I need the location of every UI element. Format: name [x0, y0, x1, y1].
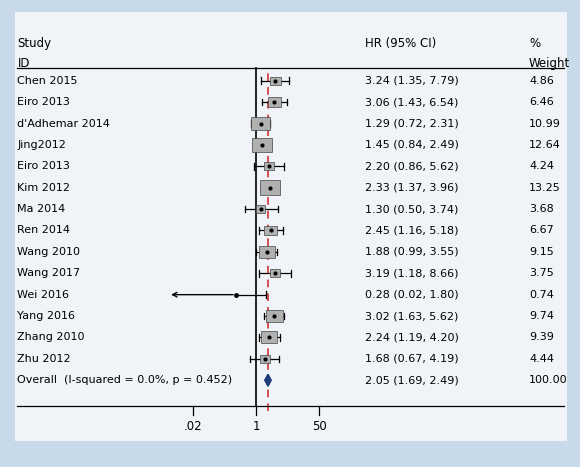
Bar [252, 117, 270, 130]
Text: 9.15: 9.15 [529, 247, 554, 257]
Bar [264, 226, 277, 235]
Bar [260, 180, 281, 195]
Text: 13.25: 13.25 [529, 183, 561, 193]
Bar [252, 138, 273, 152]
Text: Overall  (I-squared = 0.0%, p = 0.452): Overall (I-squared = 0.0%, p = 0.452) [17, 375, 233, 385]
Text: Weight: Weight [529, 57, 570, 70]
Text: 4.86: 4.86 [529, 76, 554, 86]
Text: 6.67: 6.67 [529, 226, 554, 235]
Bar [268, 97, 281, 107]
Bar [266, 310, 282, 322]
Text: 3.19 (1.18, 8.66): 3.19 (1.18, 8.66) [365, 268, 459, 278]
Text: Wei 2016: Wei 2016 [17, 290, 70, 300]
Text: 1: 1 [253, 420, 260, 433]
Text: %: % [529, 37, 540, 50]
Text: 1.88 (0.99, 3.55): 1.88 (0.99, 3.55) [365, 247, 459, 257]
Polygon shape [265, 375, 271, 386]
Text: 2.05 (1.69, 2.49): 2.05 (1.69, 2.49) [365, 375, 459, 385]
Text: 3.24 (1.35, 7.79): 3.24 (1.35, 7.79) [365, 76, 459, 86]
Text: Eiro 2013: Eiro 2013 [17, 97, 70, 107]
Text: Wang 2010: Wang 2010 [17, 247, 81, 257]
Bar [270, 77, 281, 85]
Text: 10.99: 10.99 [529, 119, 561, 128]
Text: Chen 2015: Chen 2015 [17, 76, 78, 86]
Text: 1.68 (0.67, 4.19): 1.68 (0.67, 4.19) [365, 354, 459, 364]
Text: Yang 2016: Yang 2016 [17, 311, 75, 321]
Text: Kim 2012: Kim 2012 [17, 183, 70, 193]
Text: 3.68: 3.68 [529, 204, 554, 214]
Text: 9.39: 9.39 [529, 333, 554, 342]
Bar [260, 355, 270, 363]
Text: 100.00: 100.00 [529, 375, 568, 385]
Text: 3.02 (1.63, 5.62): 3.02 (1.63, 5.62) [365, 311, 459, 321]
Text: 2.20 (0.86, 5.62): 2.20 (0.86, 5.62) [365, 161, 459, 171]
Text: 1.45 (0.84, 2.49): 1.45 (0.84, 2.49) [365, 140, 459, 150]
Bar [256, 205, 265, 213]
Text: Study: Study [17, 37, 52, 50]
Text: Ma 2014: Ma 2014 [17, 204, 66, 214]
Text: .02: .02 [184, 420, 202, 433]
Bar [259, 246, 274, 258]
Text: Wang 2017: Wang 2017 [17, 268, 81, 278]
Text: 1.29 (0.72, 2.31): 1.29 (0.72, 2.31) [365, 119, 459, 128]
Text: 2.24 (1.19, 4.20): 2.24 (1.19, 4.20) [365, 333, 459, 342]
Text: 2.45 (1.16, 5.18): 2.45 (1.16, 5.18) [365, 226, 459, 235]
Text: Eiro 2013: Eiro 2013 [17, 161, 70, 171]
Text: ID: ID [17, 57, 30, 70]
Text: Jing2012: Jing2012 [17, 140, 66, 150]
Text: 1.30 (0.50, 3.74): 1.30 (0.50, 3.74) [365, 204, 459, 214]
Bar [262, 332, 277, 343]
Text: HR (95% CI): HR (95% CI) [365, 37, 437, 50]
Text: 4.44: 4.44 [529, 354, 554, 364]
Bar [270, 269, 280, 277]
Text: 12.64: 12.64 [529, 140, 561, 150]
Text: 3.75: 3.75 [529, 268, 554, 278]
Text: d'Adhemar 2014: d'Adhemar 2014 [17, 119, 110, 128]
Text: Ren 2014: Ren 2014 [17, 226, 70, 235]
Text: 4.24: 4.24 [529, 161, 554, 171]
Text: 2.33 (1.37, 3.96): 2.33 (1.37, 3.96) [365, 183, 459, 193]
Text: 9.74: 9.74 [529, 311, 554, 321]
Text: Zhu 2012: Zhu 2012 [17, 354, 71, 364]
Text: 0.74: 0.74 [529, 290, 554, 300]
Text: Zhang 2010: Zhang 2010 [17, 333, 85, 342]
Bar [264, 163, 274, 170]
Text: 50: 50 [312, 420, 327, 433]
Text: 3.06 (1.43, 6.54): 3.06 (1.43, 6.54) [365, 97, 459, 107]
Text: 6.46: 6.46 [529, 97, 554, 107]
Text: 0.28 (0.02, 1.80): 0.28 (0.02, 1.80) [365, 290, 459, 300]
